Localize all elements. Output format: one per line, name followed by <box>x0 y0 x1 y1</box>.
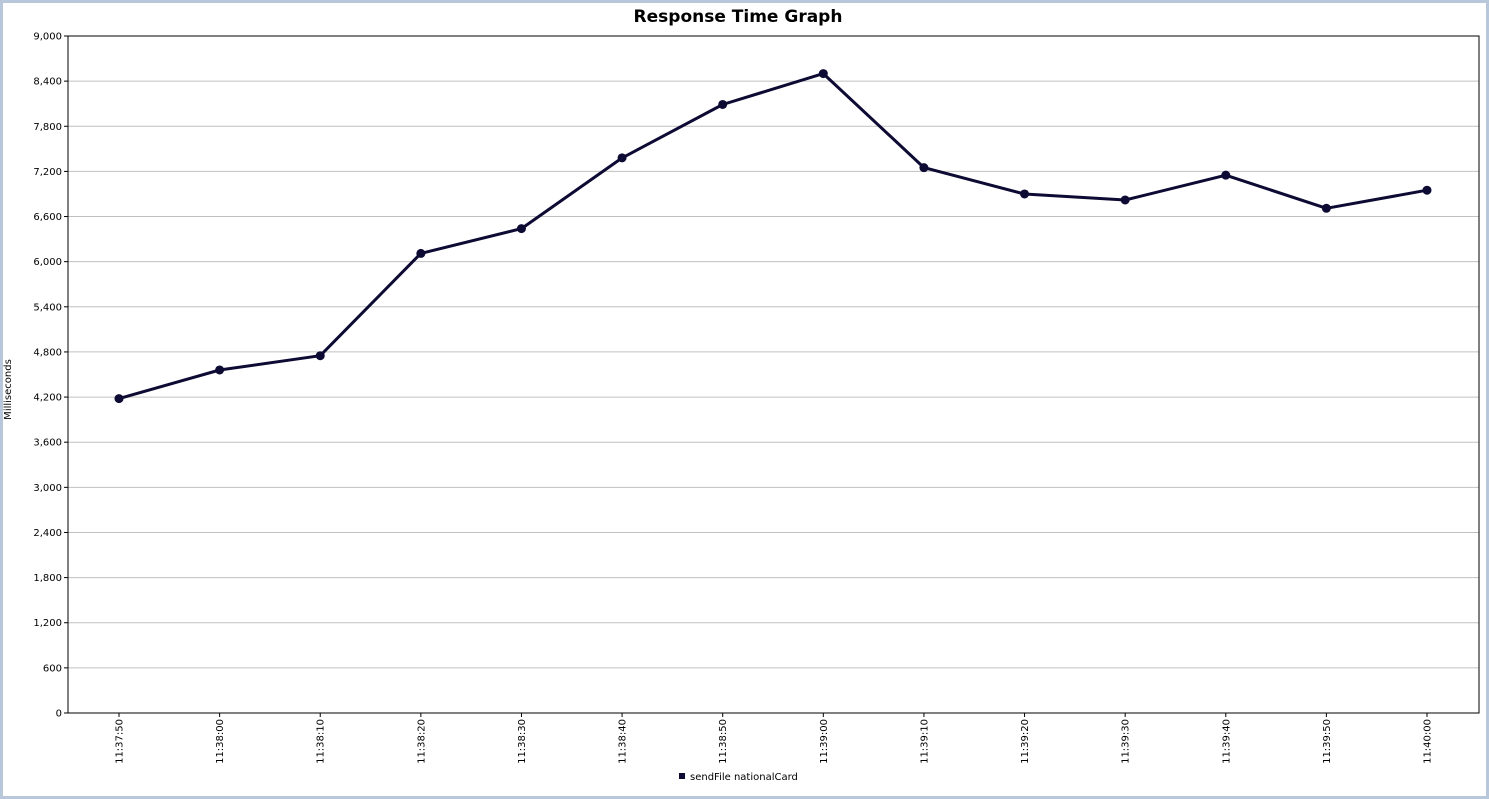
x-tick-label: 11:40:00 <box>1423 719 1434 764</box>
y-tick-label: 3,000 <box>33 483 62 494</box>
data-point <box>919 163 929 173</box>
x-tick-label: 11:39:20 <box>1020 719 1031 764</box>
y-tick-label: 4,800 <box>33 347 62 358</box>
y-tick-label: 1,200 <box>33 618 62 629</box>
grid-lines <box>68 80 1479 669</box>
y-tick-label: 3,600 <box>33 438 62 449</box>
data-point <box>1321 203 1331 213</box>
y-tick-label: 5,400 <box>33 302 62 313</box>
y-tick-label: 6,600 <box>33 212 62 223</box>
legend-swatch <box>679 773 685 779</box>
chart-title: Response Time Graph <box>634 7 843 27</box>
data-point <box>114 394 124 404</box>
data-point <box>818 69 828 79</box>
x-tick-label: 11:37:50 <box>115 719 126 764</box>
x-tick-label: 11:39:40 <box>1221 719 1232 764</box>
y-tick-label: 1,800 <box>33 573 62 584</box>
x-tick-label: 11:38:20 <box>416 719 427 764</box>
x-tick-label: 11:38:30 <box>517 719 528 764</box>
y-axis-ticks: 0 600 1,200 1,800 2,400 3,000 3,600 4,200 4,800 5… <box>33 32 68 720</box>
y-tick-label: 0 <box>56 709 62 720</box>
data-point <box>1221 170 1231 180</box>
y-tick-label: 600 <box>43 663 62 674</box>
x-tick-label: 11:38:10 <box>316 719 327 764</box>
x-tick-label: 11:39:10 <box>919 719 930 764</box>
y-axis-label: Milliseconds <box>3 359 14 420</box>
y-tick-label: 6,000 <box>33 257 62 268</box>
data-point <box>215 365 225 375</box>
data-point <box>718 99 728 109</box>
plot-area <box>67 35 1480 714</box>
x-tick-label: 11:39:30 <box>1121 719 1132 764</box>
data-point <box>1120 195 1130 205</box>
data-point <box>315 351 325 361</box>
y-tick-label: 4,200 <box>33 393 62 404</box>
data-point <box>516 224 526 234</box>
y-tick-label: 2,400 <box>33 528 62 539</box>
series-layer <box>114 69 1432 404</box>
y-tick-label: 7,200 <box>33 167 62 178</box>
x-axis-ticks: 11:37:50 11:38:00 11:38:10 11:38:20 11:38:30… <box>115 713 1434 764</box>
y-tick-label: 7,800 <box>33 122 62 133</box>
legend: sendFile nationalCard <box>679 772 798 783</box>
data-point <box>617 153 627 163</box>
y-tick-label: 8,400 <box>33 77 62 88</box>
x-tick-label: 11:38:40 <box>618 719 629 764</box>
x-tick-label: 11:39:50 <box>1322 719 1333 764</box>
data-point <box>1422 185 1432 195</box>
x-tick-label: 11:38:50 <box>718 719 729 764</box>
data-point <box>1020 189 1030 199</box>
x-tick-label: 11:39:00 <box>819 719 830 764</box>
x-tick-label: 11:38:00 <box>215 719 226 764</box>
data-point <box>416 248 426 258</box>
y-tick-label: 9,000 <box>33 32 62 43</box>
legend-label: sendFile nationalCard <box>690 772 798 783</box>
series-line <box>118 72 1428 401</box>
